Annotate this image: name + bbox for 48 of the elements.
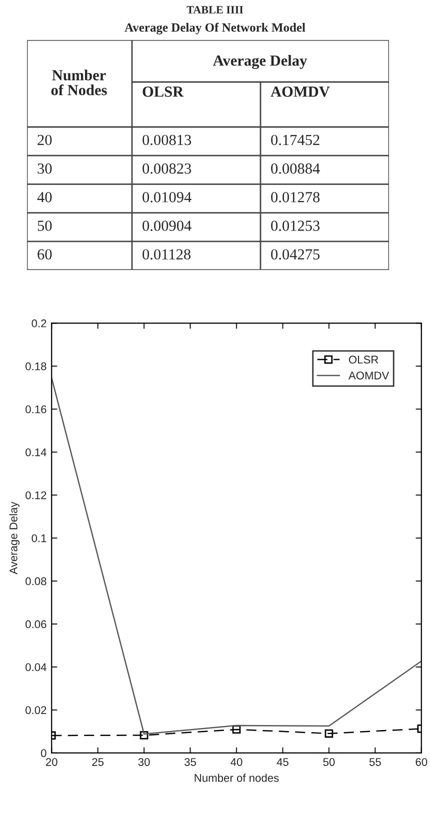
text: OLSR: [142, 86, 184, 97]
text: 0.17452: [271, 134, 320, 146]
y-tick-label: 0.12: [26, 491, 46, 500]
text: Average Delay: [212, 55, 308, 69]
x-tick-label: 55: [369, 758, 381, 766]
y-tick-label: 0.2: [32, 319, 46, 328]
chart-subtitle: Average Delay Of Network Model: [124, 22, 306, 34]
text: 0.01128: [142, 249, 190, 260]
text: 0.00813: [142, 134, 192, 146]
legend-label: OLSR: [348, 356, 378, 364]
x-tick-label: 40: [230, 758, 242, 766]
text: 0.01278: [271, 192, 320, 202]
y-tick-label: 0.1: [32, 534, 46, 542]
y-axis-title: Average Delay: [9, 502, 20, 574]
text: 60: [38, 249, 52, 260]
x-tick-label: 50: [323, 758, 335, 766]
x-tick-label: 25: [92, 758, 104, 766]
text: 0.00904: [142, 220, 192, 231]
text: 0.00884: [271, 163, 320, 174]
y-tick-label: 0.02: [26, 706, 46, 714]
legend-label: AOMDV: [348, 372, 390, 380]
text: 40: [37, 192, 52, 202]
text: 20: [38, 134, 52, 146]
text: AOMDV: [270, 86, 330, 97]
x-tick-label: 20: [46, 758, 58, 766]
x-tick-label: 30: [138, 758, 150, 766]
text: 0.00823: [142, 163, 192, 174]
text: 0.01094: [142, 192, 192, 202]
chart-title: TABLE IIII: [186, 6, 244, 14]
text: 50: [38, 220, 52, 231]
y-tick-label: 0.08: [26, 577, 46, 586]
x-tick-label: 60: [416, 758, 428, 766]
y-tick-label: 0.14: [26, 448, 46, 456]
x-tick-label: 45: [276, 758, 288, 766]
text: 30: [38, 163, 52, 174]
x-axis-title: Number of nodes: [194, 774, 279, 782]
point: [232, 725, 241, 734]
y-tick-label: 0.18: [26, 362, 46, 370]
text: 0.04275: [271, 249, 320, 260]
y-tick-label: 0.06: [26, 620, 46, 628]
text: 0.01253: [271, 220, 320, 231]
point: [324, 729, 334, 738]
y-tick-label: 0.04: [26, 663, 46, 672]
text: Number of Nodes: [51, 70, 107, 96]
y-tick-label: 0: [40, 749, 46, 758]
y-tick-label: 0.16: [26, 405, 46, 414]
x-tick-label: 35: [184, 758, 196, 766]
point: [140, 731, 148, 740]
